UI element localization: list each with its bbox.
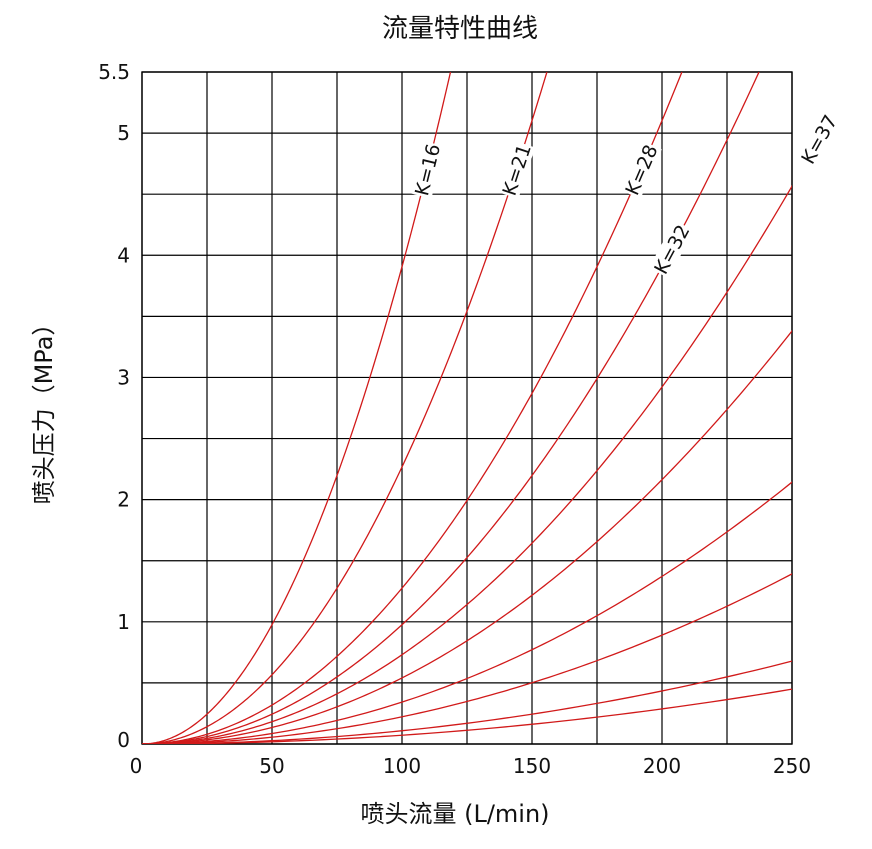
y-axis-ticks: 0 1 2 3 4 5 5.5: [98, 60, 130, 752]
y-tick-label: 4: [117, 243, 130, 267]
curve-label-background: [796, 110, 842, 169]
curve-label-group: K=32: [649, 220, 694, 279]
curve-label: K=21: [499, 142, 536, 199]
x-tick-label: 100: [383, 754, 421, 778]
curve-label: K=16: [411, 142, 445, 198]
y-tick-label: 0: [117, 728, 130, 752]
curve-label-group: K=37: [796, 110, 842, 169]
curve-label-group: K=16: [410, 140, 445, 199]
curve-k-32: [142, 72, 760, 744]
curve-k-54: [142, 481, 792, 744]
y-tick-label: 1: [117, 610, 130, 634]
curve-k-16: [142, 72, 452, 744]
grid: [141, 71, 793, 745]
curve-label: K=37: [797, 111, 842, 168]
curve-k-37: [142, 184, 792, 744]
y-tick-label: 5: [117, 121, 130, 145]
curve-label-background: [649, 220, 694, 279]
chart-title: 流量特性曲线: [382, 14, 538, 44]
curve-label-background: [410, 140, 445, 199]
curve-label-group: K=21: [497, 140, 536, 199]
x-tick-label: 50: [259, 754, 284, 778]
curve-k-67: [142, 573, 792, 744]
x-tick-label: 200: [643, 754, 681, 778]
curve-label: K=32: [650, 221, 694, 278]
plot-frame: [141, 71, 793, 745]
curve-k-21: [142, 72, 548, 744]
curve-label: K=28: [621, 142, 662, 199]
curve-k-96: [142, 660, 792, 744]
x-tick-label: 0: [130, 754, 143, 778]
curve-k-28: [142, 72, 683, 744]
curve-label-background: [620, 140, 662, 199]
curves: [142, 72, 792, 744]
x-axis-ticks: 0 50 100 150 200 250: [130, 754, 811, 778]
y-tick-label: 2: [117, 488, 130, 512]
curve-k-43: [142, 329, 792, 744]
curve-k-118: [142, 688, 792, 744]
y-axis-label: 喷头压力（MPa）: [30, 312, 58, 505]
curve-label-group: K=28: [620, 140, 663, 199]
y-tick-label: 5.5: [98, 60, 130, 84]
x-tick-label: 150: [513, 754, 551, 778]
y-tick-label: 3: [117, 365, 130, 389]
x-axis-label: 喷头流量 (L/min): [360, 800, 549, 828]
x-tick-label: 250: [773, 754, 811, 778]
curve-label-background: [497, 140, 536, 199]
